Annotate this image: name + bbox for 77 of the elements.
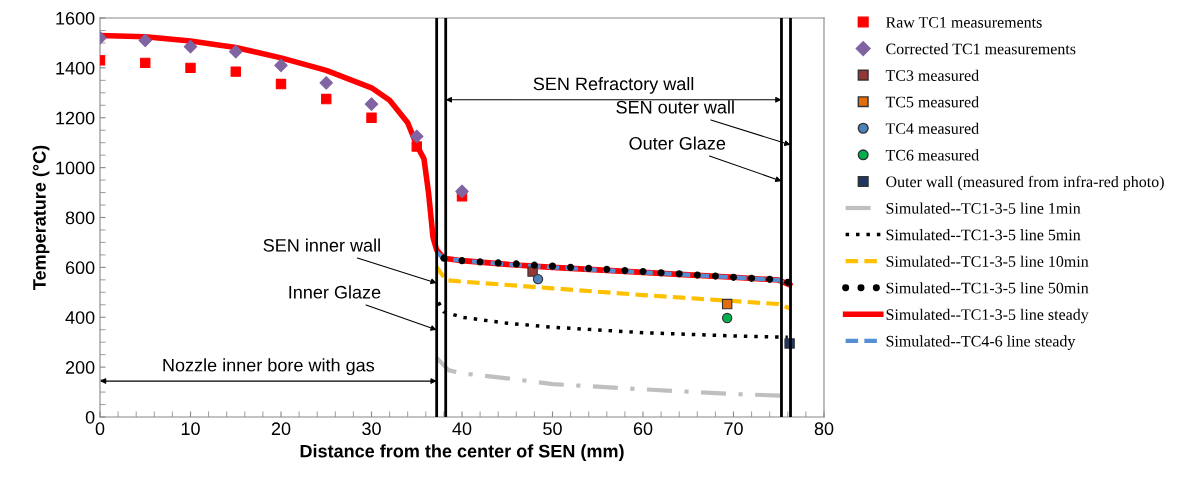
point [411,141,422,152]
legend-label: Simulated--TC1-3-5 line 10min [886,255,1089,267]
legend-label: TC3 measured [885,69,979,81]
annotation: Inner Glaze [289,285,381,299]
point [729,273,738,281]
point [185,62,196,74]
point [621,267,629,275]
point [567,263,575,271]
point [366,112,377,123]
point [274,58,288,73]
point [230,66,241,77]
point [532,273,544,285]
x-tick-label: 10 [181,422,200,436]
y-tick-label: 800 [65,211,95,225]
point [721,298,733,310]
point [494,259,502,267]
legend-label: Simulated--TC4-6 line steady [886,335,1076,350]
point [228,44,243,59]
y-tick-label: 1200 [56,111,95,125]
x-tick-label: 30 [362,422,381,436]
point [364,97,379,111]
point [458,257,466,265]
point [409,129,424,144]
y-axis-title: Temperature (°C) [32,145,50,290]
legend-label: Simulated--TC1-3-5 line 1min [886,202,1081,214]
legend-label: Outer wall (measured from infra-red photo) [886,175,1164,191]
point [748,274,756,282]
x-tick-label: 50 [543,422,562,436]
y-tick-label: 200 [65,361,95,374]
point [675,270,683,278]
legend-label: Raw TC1 measurements [886,17,1042,28]
x-tick-label: 70 [724,422,743,436]
legend-label: TC6 measured [885,149,979,161]
point [512,260,520,268]
point [319,76,334,90]
legend-label: TC4 measured [885,122,979,134]
point [455,184,469,199]
point [639,268,647,276]
y-tick-label: 1400 [56,61,95,75]
x-axis-title: Distance from the center of SEN (mm) [300,444,624,462]
point [440,254,448,262]
legend-label: Simulated--TC1-3-5 line 5min [886,229,1081,241]
legend-label: Corrected TC1 measurements [886,43,1076,55]
x-tick-label: 0 [95,422,105,436]
x-tick-label: 60 [633,422,653,436]
y-tick-label: 1600 [56,11,95,25]
y-tick-label: 0 [85,410,95,424]
point [585,264,593,272]
legend-label: Simulated--TC1-3-5 line steady [886,308,1089,324]
point [183,39,198,54]
point [711,272,719,280]
point [321,93,332,105]
annotation: Nozzle inner bore with gas [163,358,375,376]
legend-label: TC5 measured [885,96,979,108]
point [548,262,557,270]
point [657,269,665,277]
legend-label: Simulated--TC1-3-5 line 50min [886,282,1089,294]
point [275,78,287,90]
x-tick-label: 20 [271,422,291,436]
point [766,275,774,283]
annotation: SEN Refractory wall [533,76,694,94]
point [693,271,701,279]
point [476,258,484,266]
y-tick-label: 1000 [56,161,95,175]
point [530,261,538,269]
y-tick-label: 400 [65,311,95,324]
annotation: Outer Glaze [629,136,726,150]
point [784,278,792,286]
point [603,265,611,273]
annotation: SEN inner wall [263,238,380,252]
point [721,312,733,324]
x-tick-label: 80 [814,422,834,436]
point [138,33,153,48]
point [140,57,151,69]
y-tick-label: 600 [65,261,95,275]
x-tick-label: 40 [452,422,472,436]
annotation: SEN outer wall [616,100,734,114]
